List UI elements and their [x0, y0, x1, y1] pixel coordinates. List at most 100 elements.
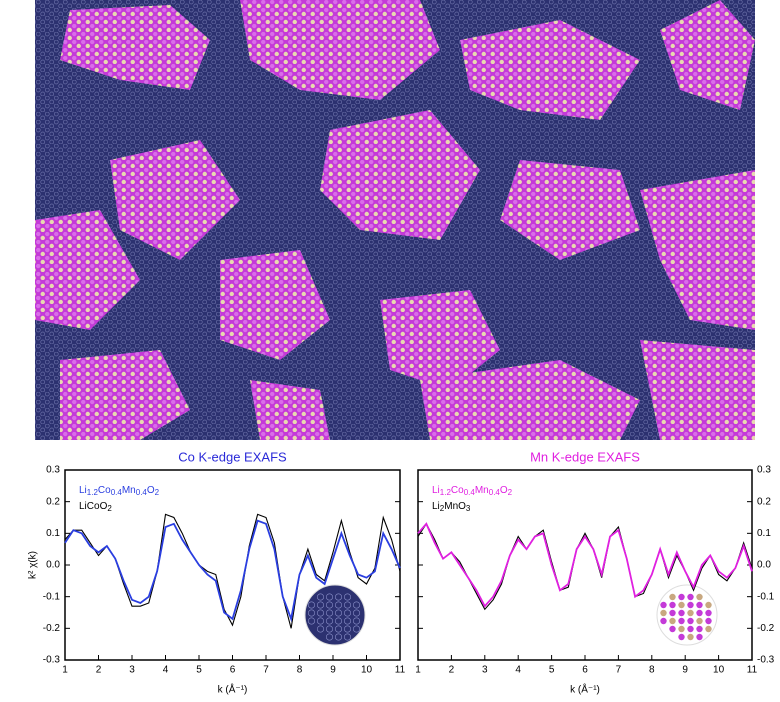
inset-atom	[669, 626, 675, 632]
inset-atom	[696, 618, 702, 624]
y-tick-label: -0.3	[757, 655, 775, 666]
y-tick-label: 0.2	[757, 496, 771, 507]
inset-atom	[696, 602, 702, 608]
chart-title: Mn K-edge EXAFS	[530, 449, 640, 464]
x-tick-label: 4	[163, 665, 169, 676]
inset-atom	[669, 594, 675, 600]
inset-atom	[326, 626, 332, 632]
inset-atom	[353, 602, 359, 608]
inset-atom	[678, 610, 684, 616]
inset-atom	[335, 610, 341, 616]
inset-atom	[317, 618, 323, 624]
inset-atom	[669, 618, 675, 624]
inset-atom	[660, 602, 666, 608]
inset-atom	[344, 626, 350, 632]
inset-atom	[678, 626, 684, 632]
inset-atom	[335, 634, 341, 640]
y-tick-label: -0.1	[757, 591, 775, 602]
x-tick-label: 4	[515, 665, 521, 676]
inset-atom	[678, 594, 684, 600]
x-tick-label: 3	[129, 665, 135, 676]
inset-atom	[335, 626, 341, 632]
inset-atom	[705, 618, 711, 624]
x-axis-label: k (Å⁻¹)	[570, 683, 600, 696]
x-tick-label: 3	[482, 665, 488, 676]
inset-atom	[344, 610, 350, 616]
inset-atom	[669, 602, 675, 608]
x-tick-label: 6	[582, 665, 588, 676]
legend-label: Li1.2Co0.4Mn0.4O2	[79, 485, 160, 497]
inset-atom	[696, 626, 702, 632]
x-tick-label: 6	[230, 665, 236, 676]
inset-atom	[678, 618, 684, 624]
inset-atom	[335, 602, 341, 608]
inset-atom	[326, 610, 332, 616]
y-axis-label: k² χ(k)	[28, 551, 39, 579]
inset-atom	[705, 626, 711, 632]
inset-atom	[353, 618, 359, 624]
inset-atom	[678, 634, 684, 640]
inset-atom	[326, 634, 332, 640]
y-tick-label: 0.1	[46, 528, 60, 539]
inset-atom	[344, 618, 350, 624]
y-tick-label: 0.0	[46, 560, 60, 571]
inset-atom	[326, 618, 332, 624]
x-tick-label: 10	[713, 665, 725, 676]
inset-atom	[344, 594, 350, 600]
inset-atom	[308, 610, 314, 616]
y-tick-label: 0.2	[46, 496, 60, 507]
inset-atom	[353, 610, 359, 616]
inset-atom	[660, 610, 666, 616]
y-tick-label: -0.3	[43, 655, 61, 666]
x-tick-label: 11	[747, 665, 758, 676]
inset-atom	[317, 626, 323, 632]
inset-atom	[335, 594, 341, 600]
inset-atom	[687, 634, 693, 640]
x-tick-label: 1	[62, 665, 68, 676]
y-tick-label: 0.0	[757, 560, 771, 571]
x-tick-label: 7	[263, 665, 269, 676]
inset-atom	[687, 610, 693, 616]
x-axis-label: k (Å⁻¹)	[218, 683, 248, 696]
x-tick-label: 5	[196, 665, 202, 676]
figure: Co K-edge EXAFS1234567891011-0.3-0.2-0.1…	[0, 0, 780, 702]
x-tick-label: 5	[549, 665, 555, 676]
legend-label: LiCoO2	[79, 501, 112, 513]
inset-atom	[669, 610, 675, 616]
y-tick-label: -0.2	[43, 623, 61, 634]
chart-title: Co K-edge EXAFS	[178, 449, 287, 464]
inset-atom	[335, 618, 341, 624]
inset-atom	[696, 610, 702, 616]
page: {"chart_data": [ {"type": "line", "title…	[0, 0, 780, 702]
y-tick-label: 0.1	[757, 528, 771, 539]
x-tick-label: 9	[682, 665, 688, 676]
inset-atom	[687, 618, 693, 624]
inset-atom	[705, 610, 711, 616]
inset-atom	[696, 594, 702, 600]
inset-atom	[326, 594, 332, 600]
inset-atom	[687, 626, 693, 632]
inset-atom	[687, 602, 693, 608]
x-tick-label: 7	[616, 665, 622, 676]
x-tick-label: 8	[649, 665, 655, 676]
x-tick-label: 1	[415, 665, 421, 676]
y-tick-label: -0.1	[43, 591, 61, 602]
legend-label: Li1.2Co0.4Mn0.4O2	[432, 485, 513, 497]
inset-atom	[317, 594, 323, 600]
x-tick-label: 11	[395, 665, 406, 676]
x-tick-label: 8	[297, 665, 303, 676]
inset-atom	[660, 618, 666, 624]
inset-atom	[308, 618, 314, 624]
legend-label: Li2MnO3	[432, 501, 471, 513]
inset-atom	[678, 602, 684, 608]
inset-atom	[308, 602, 314, 608]
y-tick-label: -0.2	[757, 623, 775, 634]
inset-atom	[326, 602, 332, 608]
y-tick-label: 0.3	[46, 465, 60, 476]
x-tick-label: 10	[361, 665, 373, 676]
inset-atom	[687, 594, 693, 600]
x-tick-label: 9	[330, 665, 336, 676]
inset-atom	[353, 626, 359, 632]
x-tick-label: 2	[449, 665, 455, 676]
inset-atom	[344, 634, 350, 640]
